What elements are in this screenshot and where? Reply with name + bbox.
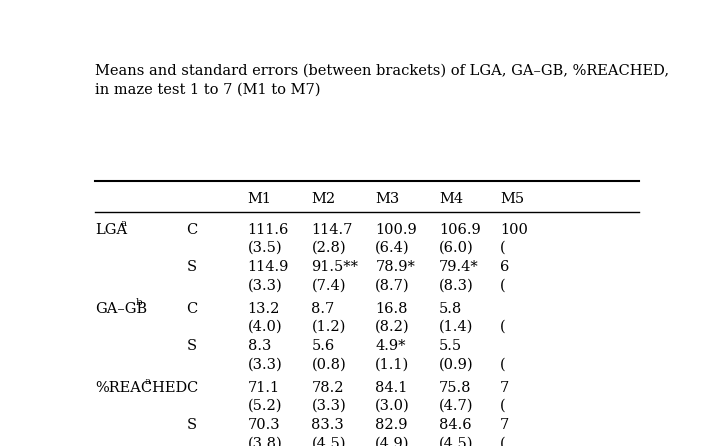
Text: C: C	[187, 301, 198, 316]
Text: (: (	[500, 436, 505, 446]
Text: 75.8: 75.8	[439, 381, 472, 395]
Text: (3.5): (3.5)	[248, 240, 282, 255]
Text: (1.2): (1.2)	[311, 319, 346, 334]
Text: a: a	[120, 219, 127, 228]
Text: (: (	[500, 357, 505, 372]
Text: M3: M3	[375, 193, 400, 206]
Text: (1.1): (1.1)	[375, 357, 410, 372]
Text: S: S	[187, 260, 197, 274]
Text: (0.9): (0.9)	[439, 357, 474, 372]
Text: M5: M5	[500, 193, 524, 206]
Text: (8.7): (8.7)	[375, 278, 410, 292]
Text: 79.4*: 79.4*	[439, 260, 479, 274]
Text: (3.3): (3.3)	[311, 399, 347, 413]
Text: 78.9*: 78.9*	[375, 260, 415, 274]
Text: 7: 7	[500, 418, 509, 433]
Text: (8.3): (8.3)	[439, 278, 474, 292]
Text: (7.4): (7.4)	[311, 278, 346, 292]
Text: GA–GB: GA–GB	[95, 301, 147, 316]
Text: 5.8: 5.8	[439, 301, 463, 316]
Text: 5.5: 5.5	[439, 339, 463, 354]
Text: (4.0): (4.0)	[248, 319, 282, 334]
Text: 4.9*: 4.9*	[375, 339, 406, 354]
Text: (6.4): (6.4)	[375, 240, 410, 255]
Text: 8.3: 8.3	[248, 339, 271, 354]
Text: 106.9: 106.9	[439, 223, 481, 237]
Text: 84.1: 84.1	[375, 381, 407, 395]
Text: C: C	[187, 223, 198, 237]
Text: Means and standard errors (between brackets) of LGA, GA–GB, %REACHED,
in maze te: Means and standard errors (between brack…	[95, 64, 669, 97]
Text: 8.7: 8.7	[311, 301, 334, 316]
Text: 78.2: 78.2	[311, 381, 344, 395]
Text: 100.9: 100.9	[375, 223, 417, 237]
Text: M1: M1	[248, 193, 271, 206]
Text: 70.3: 70.3	[248, 418, 280, 433]
Text: S: S	[187, 339, 197, 354]
Text: S: S	[187, 418, 197, 433]
Text: 82.9: 82.9	[375, 418, 408, 433]
Text: (: (	[500, 240, 505, 255]
Text: (8.2): (8.2)	[375, 319, 410, 334]
Text: (3.8): (3.8)	[248, 436, 282, 446]
Text: 5.6: 5.6	[311, 339, 334, 354]
Text: 6: 6	[500, 260, 510, 274]
Text: (4.5): (4.5)	[439, 436, 473, 446]
Text: (1.4): (1.4)	[439, 319, 473, 334]
Text: %REACHED: %REACHED	[95, 381, 188, 395]
Text: M4: M4	[439, 193, 463, 206]
Text: 71.1: 71.1	[248, 381, 280, 395]
Text: 100: 100	[500, 223, 528, 237]
Text: 91.5**: 91.5**	[311, 260, 359, 274]
Text: 84.6: 84.6	[439, 418, 472, 433]
Text: 83.3: 83.3	[311, 418, 344, 433]
Text: b: b	[135, 298, 142, 307]
Text: 114.7: 114.7	[311, 223, 353, 237]
Text: 13.2: 13.2	[248, 301, 280, 316]
Text: C: C	[187, 381, 198, 395]
Text: (4.9): (4.9)	[375, 436, 410, 446]
Text: 114.9: 114.9	[248, 260, 289, 274]
Text: (3.3): (3.3)	[248, 278, 282, 292]
Text: LGA: LGA	[95, 223, 127, 237]
Text: (2.8): (2.8)	[311, 240, 346, 255]
Text: 16.8: 16.8	[375, 301, 408, 316]
Text: (4.5): (4.5)	[311, 436, 346, 446]
Text: (3.3): (3.3)	[248, 357, 282, 372]
Text: 111.6: 111.6	[248, 223, 289, 237]
Text: (6.0): (6.0)	[439, 240, 474, 255]
Text: (3.0): (3.0)	[375, 399, 410, 413]
Text: (: (	[500, 278, 505, 292]
Text: (0.8): (0.8)	[311, 357, 347, 372]
Text: (: (	[500, 399, 505, 413]
Text: a: a	[145, 377, 151, 386]
Text: (5.2): (5.2)	[248, 399, 282, 413]
Text: M2: M2	[311, 193, 336, 206]
Text: (4.7): (4.7)	[439, 399, 473, 413]
Text: (: (	[500, 319, 505, 334]
Text: 7: 7	[500, 381, 509, 395]
